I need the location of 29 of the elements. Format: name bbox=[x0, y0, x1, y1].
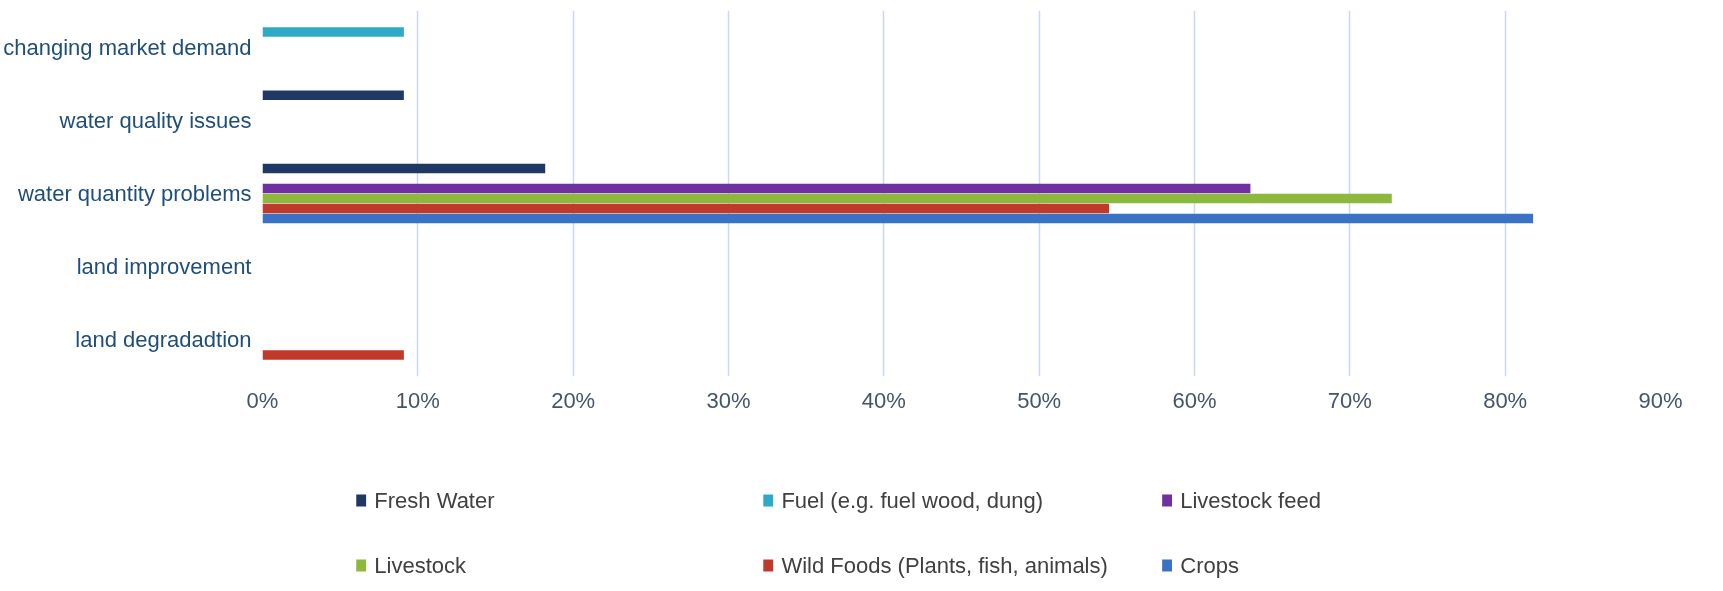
bar bbox=[262, 90, 404, 101]
legend-label: Livestock bbox=[374, 553, 468, 578]
legend-label: Fuel (e.g. fuel wood, dung) bbox=[781, 488, 1044, 513]
legend-label: Crops bbox=[1180, 553, 1239, 578]
x-tick-label: 60% bbox=[1172, 387, 1217, 413]
y-tick-label: changing market demand bbox=[3, 34, 252, 60]
bar bbox=[262, 203, 1110, 214]
legend-label: Livestock feed bbox=[1180, 488, 1321, 513]
x-tick-label: 80% bbox=[1483, 387, 1528, 413]
x-tick-label: 90% bbox=[1638, 387, 1683, 413]
y-tick-label: water quality issues bbox=[58, 107, 252, 133]
bar bbox=[262, 193, 1392, 204]
bar bbox=[262, 213, 1534, 224]
legend-label: Wild Foods (Plants, fish, animals) bbox=[781, 553, 1108, 578]
legend-label: Fresh Water bbox=[374, 488, 495, 513]
x-tick-label: 50% bbox=[1017, 387, 1062, 413]
y-tick-label: land improvement bbox=[76, 254, 252, 280]
x-tick-label: 40% bbox=[861, 387, 906, 413]
bar bbox=[262, 163, 546, 174]
bar bbox=[262, 27, 404, 37]
x-tick-label: 70% bbox=[1327, 387, 1372, 413]
x-tick-label: 0% bbox=[246, 387, 279, 413]
y-tick-label: water quantity problems bbox=[16, 181, 252, 206]
x-tick-label: 30% bbox=[706, 387, 751, 413]
x-tick-label: 10% bbox=[395, 387, 440, 413]
bar bbox=[262, 350, 404, 360]
y-tick-label: land degradadtion bbox=[75, 327, 252, 353]
bar bbox=[262, 183, 1251, 194]
x-tick-label: 20% bbox=[551, 387, 596, 413]
